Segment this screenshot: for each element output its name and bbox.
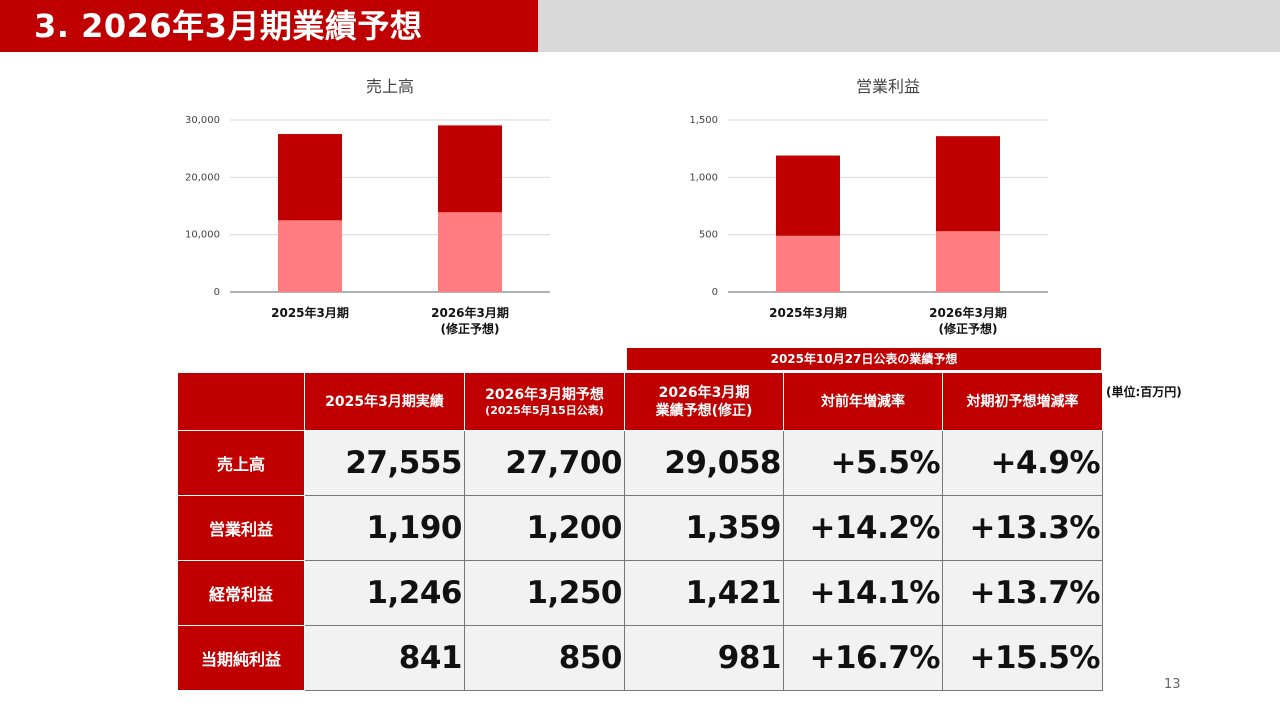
chart-title: 売上高 [366,77,414,96]
table-cell: 1,190 [304,495,465,561]
unit-note: (単位:百万円) [1106,385,1182,399]
table-cell: 1,421 [624,560,784,626]
table-cell: +14.2% [783,495,943,561]
bar-segment [936,136,1000,232]
column-header-label: 対期初予想増減率 [966,393,1079,410]
column-header: 対前年増減率 [783,372,943,431]
table-cell: 841 [304,625,465,691]
column-header-label: 2025年3月期実績 [325,393,444,410]
table-row: 営業利益 1,190 1,200 1,359 +14.2% +13.3% [177,495,1103,561]
table-row: 経常利益 1,246 1,250 1,421 +14.1% +13.7% [177,560,1103,626]
page-title: 3. 2026年3月期業績予想 [34,7,423,45]
sales-chart-svg: 売上高 0 10,000 20,000 30,000 2025年3月期 2026年3月期(修… [185,77,550,336]
table-cell: +13.3% [942,495,1103,561]
y-tick-label: 20,000 [185,172,220,183]
bar-segment [776,235,840,292]
bar-segment [278,134,342,221]
category-label: (修正予想) [441,321,500,336]
y-tick-label: 1,000 [689,172,718,183]
table-cell: 1,359 [624,495,784,561]
bar-segment [438,125,502,213]
table-row: 売上高 27,555 27,700 29,058 +5.5% +4.9% [177,430,1103,496]
y-tick-label: 0 [214,287,220,298]
row-header: 売上高 [177,430,305,496]
table-cell: 1,246 [304,560,465,626]
y-tick-label: 500 [699,230,718,241]
y-tick-label: 0 [712,287,718,298]
table-cell: 850 [464,625,625,691]
sales-chart: 売上高 0 10,000 20,000 30,000 2025年3月期 2026年3月期 (修… [170,70,570,350]
table-cell: 27,555 [304,430,465,496]
column-header-label: 対前年増減率 [821,393,905,410]
column-header: 対期初予想増減率 [942,372,1103,431]
table-cell: +4.9% [942,430,1103,496]
column-header-label: 2026年3月期予想 [485,386,604,403]
category-label: 2026年3月期 [929,305,1007,320]
forecast-banner: 2025年10月27日公表の業績予想 [627,348,1101,370]
category-label: (修正予想) [939,321,998,336]
results-table: 2025年3月期実績 2026年3月期予想 (2025年5月15日公表) 202… [177,372,1103,691]
column-header: 2025年3月期実績 [304,372,465,431]
bar-segment [776,155,840,236]
table-cell: +5.5% [783,430,943,496]
column-header-label-line2: 業績予想(修正) [655,402,753,419]
table-cell: 27,700 [464,430,625,496]
bar-segment [936,231,1000,292]
row-header: 経常利益 [177,560,305,626]
bar-segment [438,212,502,292]
table-cell: +15.5% [942,625,1103,691]
operating-profit-chart-svg: 営業利益 0 500 1,000 1,500 2025年3月期 2026年3月期(修正予想) [689,77,1048,336]
table-header-row: 2025年3月期実績 2026年3月期予想 (2025年5月15日公表) 202… [177,372,1103,431]
column-header-label: 2026年3月期 [658,384,750,401]
table-cell: 1,250 [464,560,625,626]
table-cell: +16.7% [783,625,943,691]
category-label: 2025年3月期 [271,305,349,320]
header-title-box: 3. 2026年3月期業績予想 [0,0,538,52]
y-tick-label: 30,000 [185,115,220,126]
y-tick-label: 1,500 [689,115,718,126]
page-number: 13 [1164,677,1181,692]
row-header: 営業利益 [177,495,305,561]
column-header-sublabel: (2025年5月15日公表) [485,403,604,417]
table-cell: 981 [624,625,784,691]
column-header: 2026年3月期予想 (2025年5月15日公表) [464,372,625,431]
bar-segment [278,220,342,292]
category-label: 2025年3月期 [769,305,847,320]
row-header: 当期純利益 [177,625,305,691]
chart-title: 営業利益 [856,77,920,96]
table-row: 当期純利益 841 850 981 +16.7% +15.5% [177,625,1103,691]
category-label: 2026年3月期 [431,305,509,320]
table-cell: 29,058 [624,430,784,496]
column-header: 2026年3月期 業績予想(修正) [624,372,784,431]
table-cell: +14.1% [783,560,943,626]
operating-profit-chart: 営業利益 0 500 1,000 1,500 2025年3月期 2026年3月期 (修正予想) [668,70,1068,350]
table-corner-cell [177,372,305,431]
table-cell: +13.7% [942,560,1103,626]
y-tick-label: 10,000 [185,230,220,241]
table-cell: 1,200 [464,495,625,561]
